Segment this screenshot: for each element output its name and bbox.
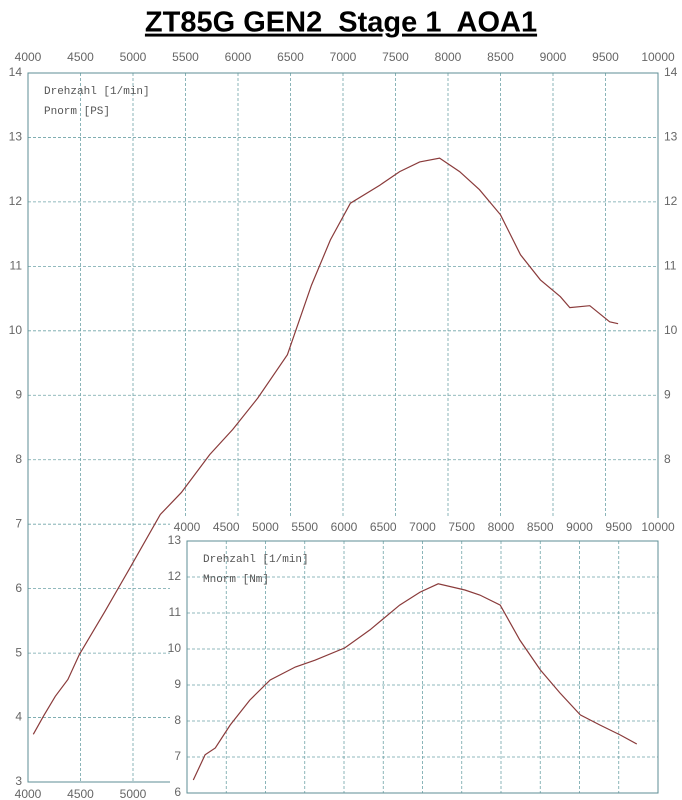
x-tick-label: 8000	[488, 520, 515, 534]
y-tick-label: 13	[9, 130, 23, 144]
x-tick-label: 7500	[448, 520, 475, 534]
x-tick-label: 8500	[487, 50, 514, 64]
chart-title: ZT85G GEN2 Stage 1 AOA1	[145, 7, 537, 39]
x-tick-label: 4000	[15, 50, 42, 64]
x-axis-label: Drehzahl [1/min]	[44, 86, 150, 98]
x-tick-label: 6000	[331, 520, 358, 534]
y-tick-label: 10	[168, 641, 182, 655]
y-tick-label: 14	[9, 65, 23, 79]
y-tick-label: 9	[664, 387, 671, 401]
y-tick-label: 10	[664, 323, 678, 337]
y-tick-label: 6	[15, 581, 22, 595]
x-tick-label: 9500	[592, 50, 619, 64]
x-tick-label: 10000	[641, 50, 675, 64]
power-curve	[32, 157, 619, 735]
x-tick-label: 7500	[382, 50, 409, 64]
x-tick-label: 7000	[330, 50, 357, 64]
y-tick-label: 12	[9, 194, 23, 208]
y-tick-label: 9	[174, 677, 181, 691]
y-tick-label: 10	[9, 323, 23, 337]
x-tick-label: 5500	[172, 50, 199, 64]
y-tick-label: 3	[15, 774, 22, 788]
y-tick-label: 12	[168, 569, 182, 583]
inset-background	[170, 518, 682, 800]
y-tick-label: 13	[664, 130, 678, 144]
x-tick-label: 5000	[120, 50, 147, 64]
x-tick-label: 4000	[15, 787, 42, 800]
y-tick-label: 6	[174, 785, 181, 799]
y-tick-label: 8	[174, 713, 181, 727]
power-curve	[192, 583, 638, 781]
x-tick-label: 4500	[67, 787, 94, 800]
x-tick-label: 10000	[641, 520, 675, 534]
x-tick-label: 4500	[213, 520, 240, 534]
x-axis-label: Drehzahl [1/min]	[203, 554, 309, 566]
legend-label: Mnorm [Nm]	[203, 574, 269, 586]
x-tick-label: 9000	[566, 520, 593, 534]
y-tick-label: 7	[15, 516, 22, 530]
y-tick-label: 8	[15, 452, 22, 466]
x-tick-label: 6000	[225, 50, 252, 64]
y-tick-label: 14	[664, 65, 678, 79]
y-tick-label: 11	[664, 259, 677, 273]
x-tick-label: 6500	[277, 50, 304, 64]
x-tick-label: 4000	[174, 520, 201, 534]
y-tick-label: 13	[168, 533, 182, 547]
y-tick-label: 11	[169, 605, 182, 619]
x-tick-label: 4500	[67, 50, 94, 64]
y-tick-label: 8	[664, 452, 671, 466]
x-tick-label: 5000	[120, 787, 147, 800]
y-tick-label: 9	[15, 387, 22, 401]
x-tick-label: 7000	[409, 520, 436, 534]
y-tick-label: 7	[174, 749, 181, 763]
y-tick-label: 5	[15, 645, 22, 659]
x-tick-label: 9500	[605, 520, 632, 534]
x-tick-label: 5500	[291, 520, 318, 534]
y-tick-label: 11	[10, 259, 23, 273]
legend-label: Pnorm [PS]	[44, 106, 110, 118]
y-tick-label: 12	[664, 194, 678, 208]
x-tick-label: 5000	[252, 520, 279, 534]
x-tick-label: 8000	[435, 50, 462, 64]
plot-frame	[186, 540, 659, 794]
y-tick-label: 4	[15, 710, 22, 724]
x-tick-label: 8500	[527, 520, 554, 534]
x-tick-label: 6500	[370, 520, 397, 534]
x-tick-label: 9000	[540, 50, 567, 64]
